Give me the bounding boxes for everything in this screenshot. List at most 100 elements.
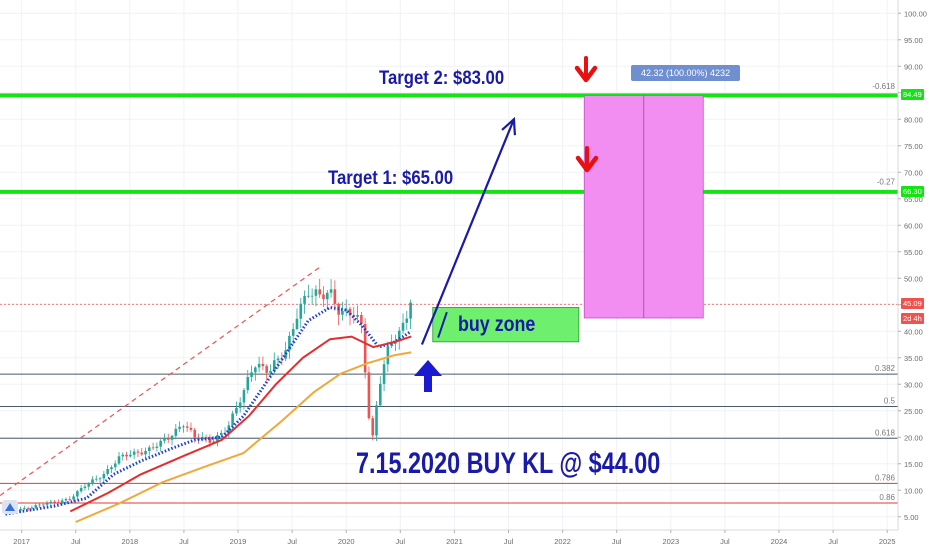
tv-logo-icon [5,503,15,511]
price-candle [295,318,299,330]
y-axis-tick-label: 90.00 [904,62,923,71]
price-candle [333,289,337,304]
price-candle [60,500,64,503]
fib-level-label: 0.86 [879,493,895,502]
y-axis-tick-label: 25.00 [904,407,923,416]
price-candle [375,405,378,436]
price-candle [117,456,121,464]
price-candle [102,473,106,479]
y-axis-tick-label: 60.00 [904,221,923,230]
x-axis-tick-label: Jul [179,537,189,546]
price-candle [79,488,83,492]
dashed-trendline [0,267,320,497]
buy-note-label: 7.15.2020 BUY KL @ $44.00 [356,447,661,480]
x-axis-tick-label: 2022 [554,537,571,546]
price-candle [250,372,253,377]
price-candle [72,496,75,500]
price-candle [45,503,49,505]
fib-level-label: 0.786 [875,473,896,482]
price-candle [155,446,159,448]
x-axis-tick-label: 2018 [121,537,138,546]
price-candle [307,295,310,297]
price-candle [163,438,166,441]
x-axis-tick-label: Jul [287,537,297,546]
x-axis-tick-label: Jul [396,537,406,546]
price-candle [219,432,223,436]
y-axis-tick-label: 70.00 [904,168,923,177]
price-candle [405,318,409,323]
price-candle [246,376,250,391]
price-candle [23,508,26,509]
price-candle [140,452,144,455]
price-candle [91,479,94,484]
x-axis-tick-label: Jul [71,537,81,546]
projection-arrow-line [420,118,515,345]
price-candle [269,370,272,373]
price-candle [291,329,295,336]
y-axis-tick-label: 55.00 [904,248,923,257]
price-candle [276,358,280,361]
price-candle [34,505,38,508]
price-candle [325,292,329,300]
price-candle [41,504,45,506]
price-candle [110,467,113,469]
price-candle [113,463,117,468]
down-arrow-mid-head [575,155,599,173]
projection-arrow-head [501,116,517,136]
price-candle [68,499,72,500]
price-candle [272,360,276,371]
price-candle [178,426,181,429]
y-axis-tick-label: 40.00 [904,327,923,336]
price-candle [363,323,367,373]
price-candle [322,294,325,300]
price-candle [254,367,257,373]
x-axis-tick-label: Jul [720,537,730,546]
price-candle [189,427,193,430]
price-candle [166,438,170,440]
price-candle [87,483,91,487]
price-candle [19,508,22,511]
y-axis-tick-label: 80.00 [904,115,923,124]
y-axis-tick-label: 75.00 [904,142,923,151]
price-candle [174,428,178,436]
price-candle [132,451,136,455]
price-candle [310,295,314,297]
fib-level-label: 0.5 [884,397,896,406]
y-axis-tick-label: 15.00 [904,460,923,469]
y-axis-tick-label: 20.00 [904,433,923,442]
price-candle [148,447,151,452]
price-candle [151,447,155,449]
price-candle [397,330,401,341]
price-candle [57,502,60,503]
buy-zone-box [432,306,580,343]
y-axis-tick-label: 100.00 [904,9,927,18]
y-axis-tick-label: 65.00 [904,195,923,204]
price-candle [106,468,109,474]
up-arrow-head [414,360,442,376]
price-candle [371,418,375,436]
y-axis-tick-label: 50.00 [904,274,923,283]
price-candle [136,451,140,453]
axis-price-tag: 2d 4h [901,313,924,325]
fib-upper-label: -0.618 [872,82,895,91]
price-candle [390,343,393,347]
price-candle [26,508,30,509]
price-candle [257,363,261,368]
y-axis-tick-label: 10.00 [904,486,923,495]
x-axis-tick-label: 2023 [662,537,679,546]
x-axis-tick-label: 2020 [338,537,355,546]
x-axis-tick-label: Jul [612,537,622,546]
price-candle [231,413,234,426]
price-candle [360,315,363,324]
price-candle [235,407,238,414]
x-axis-tick-label: 2024 [771,537,788,546]
buy-zone-label: buy zone [458,313,536,336]
price-candle [83,486,87,489]
price-candle [216,435,219,442]
price-candle [344,308,348,312]
x-axis-tick-label: Jul [828,537,838,546]
y-axis-tick-label: 30.00 [904,380,923,389]
price-candle [409,302,412,319]
